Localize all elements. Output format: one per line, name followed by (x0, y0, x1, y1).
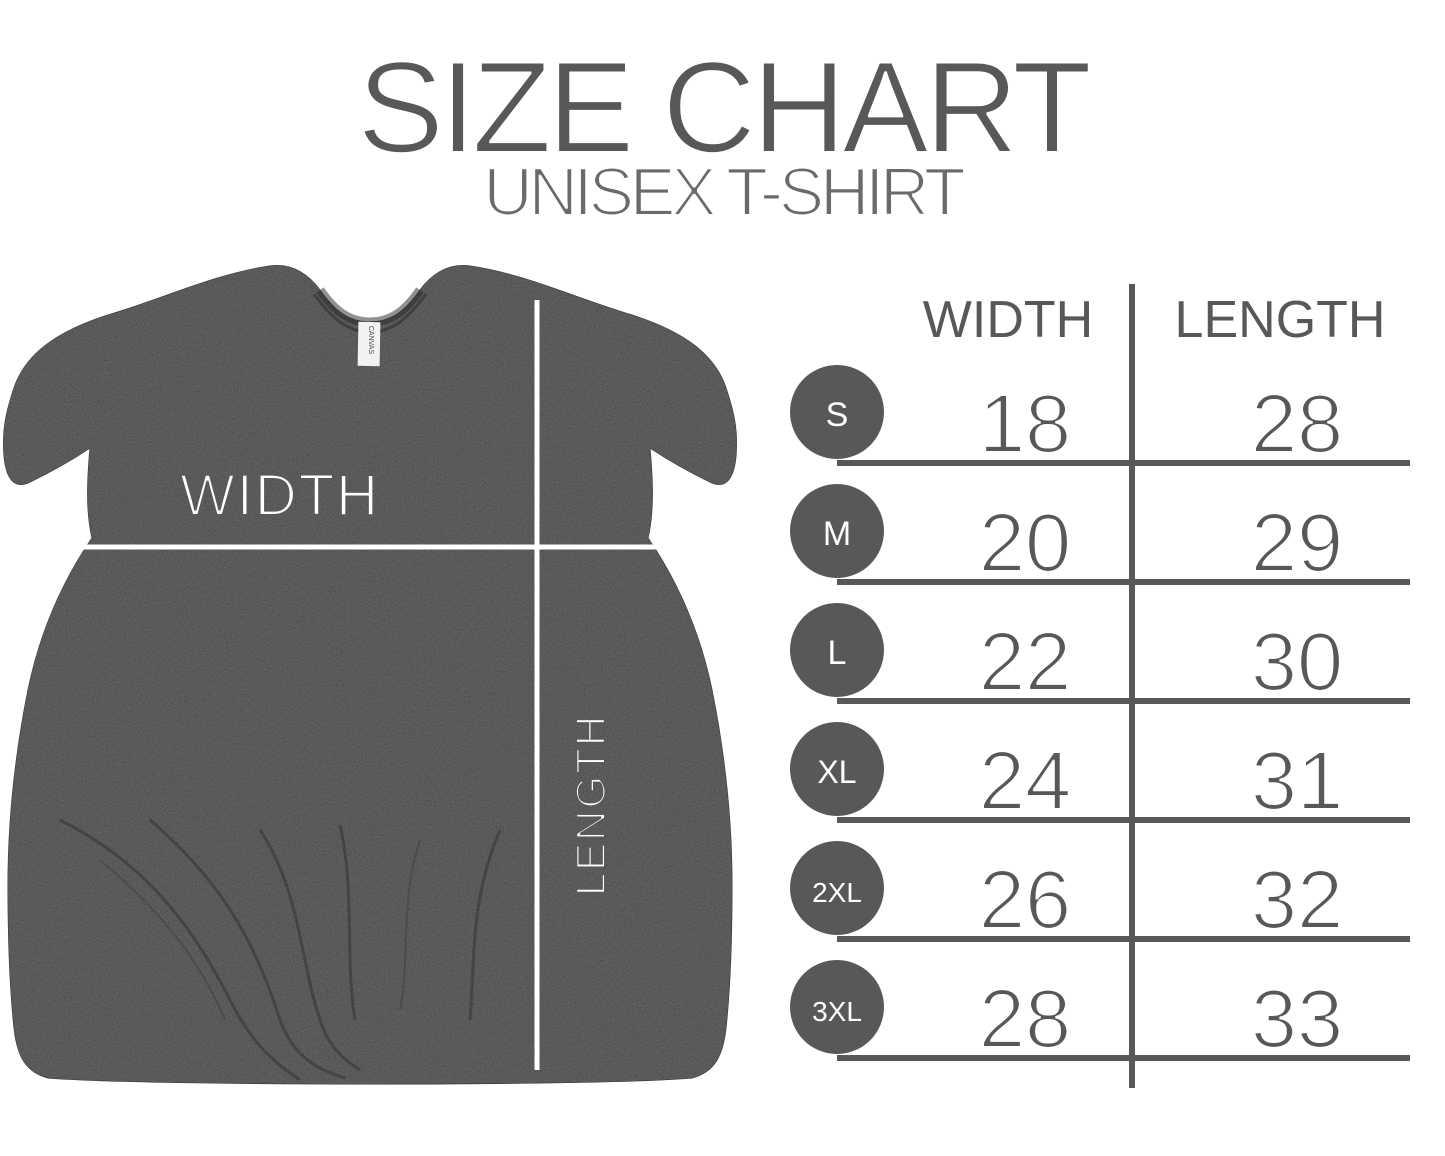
svg-text:WIDTH: WIDTH (923, 291, 1093, 349)
svg-text:31: 31 (1251, 734, 1343, 827)
svg-text:CANVAS: CANVAS (367, 326, 374, 355)
svg-text:UNISEX T-SHIRT: UNISEX T-SHIRT (483, 154, 964, 230)
svg-text:33: 33 (1251, 972, 1343, 1065)
svg-text:26: 26 (979, 853, 1071, 946)
svg-text:3XL: 3XL (812, 996, 862, 1027)
svg-text:29: 29 (1251, 496, 1343, 589)
svg-text:L: L (828, 634, 847, 672)
svg-text:M: M (823, 515, 851, 553)
svg-text:LENGTH: LENGTH (1175, 291, 1386, 349)
svg-text:30: 30 (1251, 615, 1343, 708)
svg-text:22: 22 (979, 615, 1071, 708)
svg-text:LENGTH: LENGTH (567, 714, 614, 896)
svg-text:XL: XL (817, 754, 856, 790)
svg-text:20: 20 (979, 496, 1071, 589)
svg-text:32: 32 (1251, 853, 1343, 946)
svg-text:WIDTH: WIDTH (180, 463, 380, 528)
svg-text:24: 24 (979, 734, 1071, 827)
svg-text:2XL: 2XL (812, 877, 862, 908)
svg-text:28: 28 (1251, 377, 1343, 470)
svg-text:28: 28 (979, 972, 1071, 1065)
svg-text:18: 18 (979, 377, 1071, 470)
svg-text:S: S (826, 396, 849, 434)
